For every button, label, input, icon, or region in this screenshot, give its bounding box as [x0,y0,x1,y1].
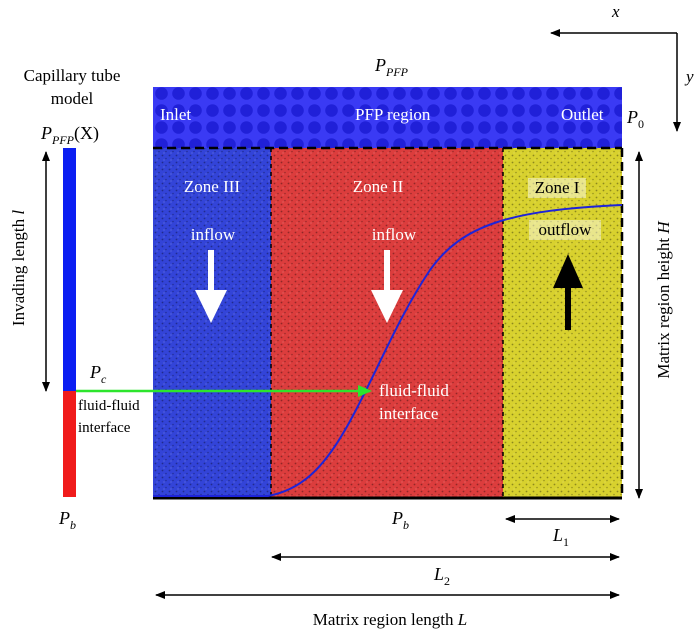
interface-curve [153,204,623,497]
l2-label: L2 [433,564,450,588]
pfp-region-label: PFP region [355,105,431,124]
zone1-flow-label: outflow [539,220,593,239]
l1-label: L1 [552,525,569,549]
zone1-label: Zone I [535,178,580,197]
zone2-flow-label: inflow [372,225,417,244]
porous-texture [153,148,622,498]
outlet-pressure-label: P0 [626,107,644,131]
bottom-pressure-label: Pb [391,508,409,532]
coordinate-axes: x y [550,2,694,132]
tube-interface-line1: fluid-fluid [78,398,140,414]
zone1-outflow-arrow [553,254,583,330]
length-label: Matrix region length L [313,610,467,629]
pfp-band-dots [153,87,622,148]
height-label: Matrix region height H [654,220,673,379]
x-axis-label: x [611,2,620,21]
zone1-flow-highlight [529,220,601,240]
matrix-region [153,146,624,500]
outlet-label: Outlet [561,105,604,124]
zone1-label-highlight [528,178,586,198]
tube-title-line1: Capillary tube [24,66,121,85]
capillary-pressure-label: Pc [89,362,107,386]
pfp-pressure-label: PPFP [374,55,409,79]
zone2-label: Zone II [353,177,404,196]
tube-defending-segment [63,391,76,497]
inlet-label: Inlet [160,105,191,124]
capillary-tube-model: Capillary tube model PPFP(X) Invading le… [9,66,140,532]
y-axis-label: y [684,67,694,86]
tube-title-line2: model [51,89,94,108]
interface-label-line1: fluid-fluid [379,381,449,400]
invading-length-label: Invading length l [9,210,28,326]
zone3-label: Zone III [184,177,241,196]
zone3-flow-label: inflow [191,225,236,244]
zone2-inflow-arrow [371,250,403,323]
zone3-inflow-arrow [195,250,227,323]
pfp-band: Inlet PFP region Outlet [153,87,622,148]
interface-label-line2: interface [379,404,438,423]
tube-top-pressure: PPFP(X) [40,123,99,147]
tube-interface-line2: interface [78,420,131,436]
tube-bottom-pressure: Pb [58,508,76,532]
tube-invading-segment [63,148,76,391]
